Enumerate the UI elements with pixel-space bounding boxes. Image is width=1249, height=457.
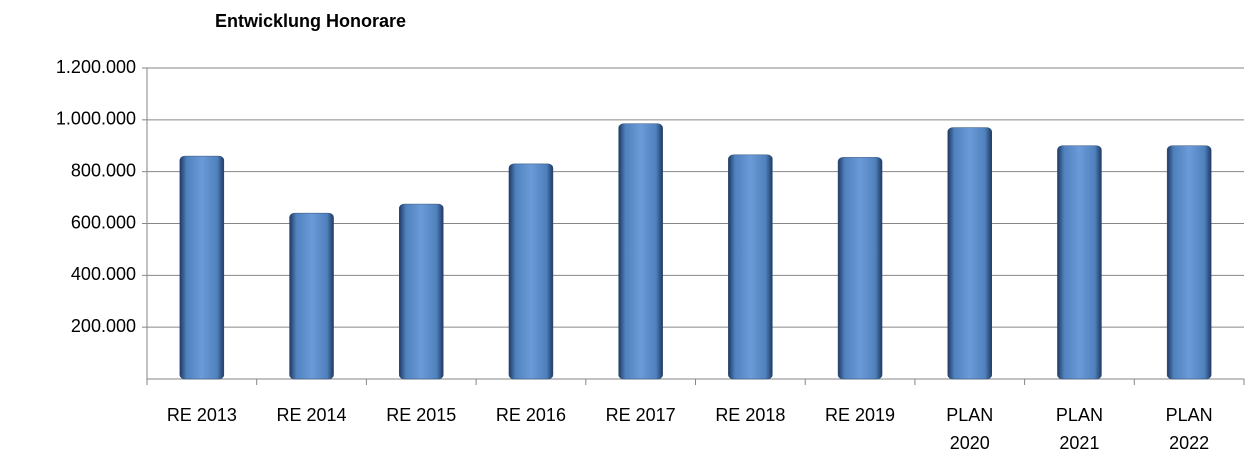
y-tick-label: 400.000 [71, 264, 136, 284]
y-tick-label: 1.000.000 [56, 109, 136, 129]
x-tick-label: PLAN 2020 [946, 405, 994, 453]
bar [618, 123, 663, 380]
x-tick-label: RE 2019 [825, 405, 896, 425]
x-tick-label: RE 2017 [605, 405, 676, 425]
y-tick-label: 800.000 [71, 160, 136, 180]
bar [508, 163, 554, 380]
bar [728, 154, 773, 380]
bar [1166, 145, 1212, 380]
y-tick-label: 600.000 [71, 212, 136, 232]
y-tick-label: 200.000 [71, 316, 136, 336]
bar [399, 203, 444, 380]
x-tick-label: PLAN 2022 [1165, 405, 1213, 453]
x-tick-label: RE 2013 [166, 405, 237, 425]
x-tick-label: PLAN 2021 [1055, 405, 1103, 453]
x-tick-label: RE 2015 [386, 405, 457, 425]
bar [289, 212, 334, 380]
chart-title: Entwicklung Honorare [215, 11, 406, 31]
bar [1057, 145, 1102, 380]
bar [837, 157, 883, 380]
x-tick-label: RE 2018 [715, 405, 786, 425]
bar [947, 127, 992, 380]
x-tick-label: RE 2014 [276, 405, 347, 425]
y-tick-label: 1.200.000 [56, 57, 136, 77]
x-tick-label: RE 2016 [495, 405, 566, 425]
bar [179, 155, 225, 380]
